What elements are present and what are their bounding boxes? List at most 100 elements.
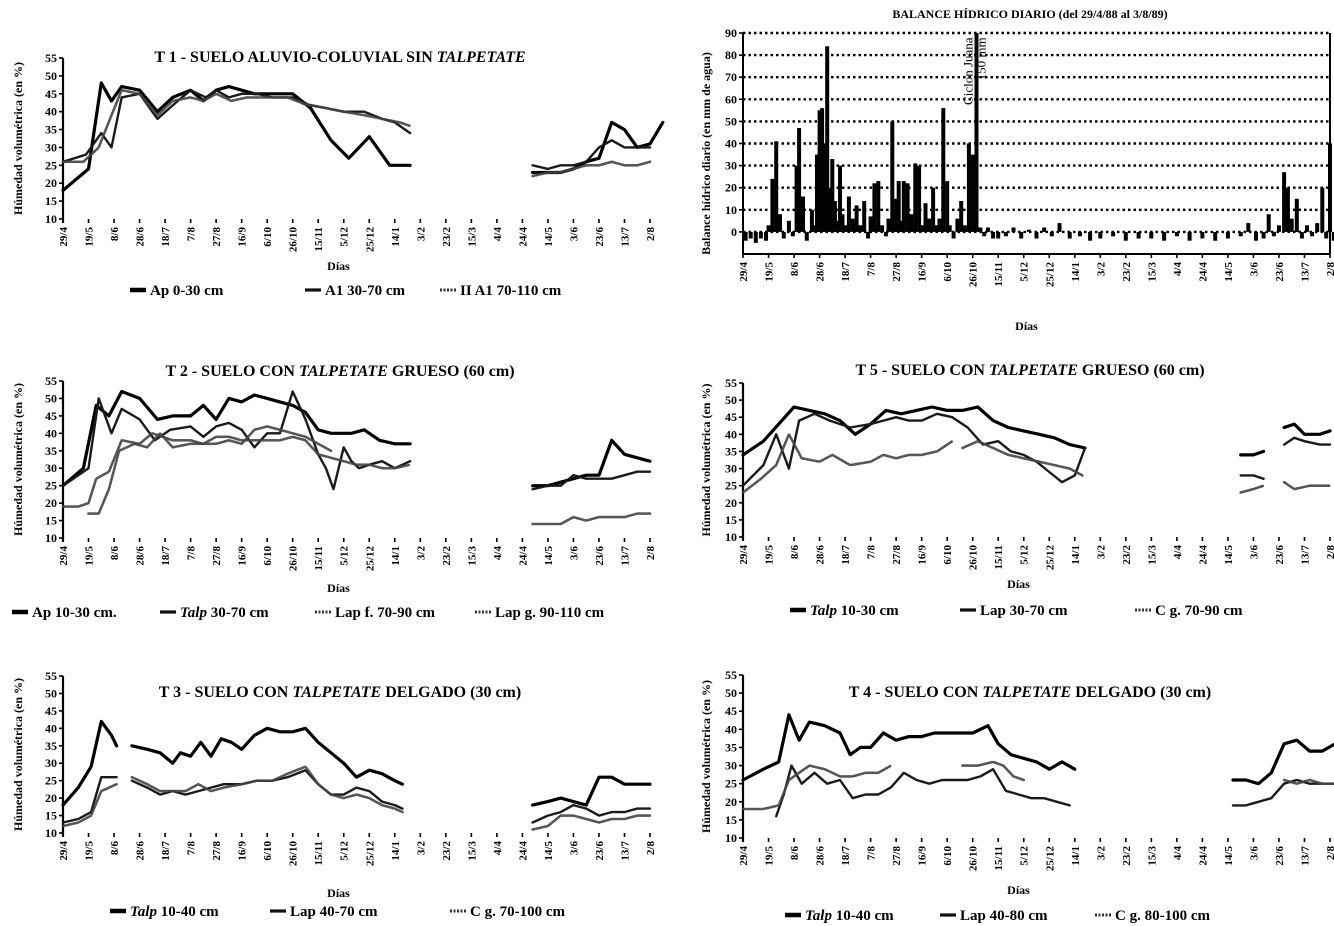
series-line-3: [1282, 778, 1334, 785]
balance-bar: [919, 225, 924, 232]
x-tick-label: 7/8: [866, 846, 878, 861]
x-tick-label: 8/6: [109, 841, 121, 856]
x-tick-label: 8/6: [109, 546, 121, 561]
balance-bar: [872, 183, 877, 232]
balance-bar: [846, 196, 851, 232]
chart-title-part: TALPETATE: [292, 684, 381, 701]
x-tick-label: 13/7: [1299, 545, 1311, 565]
balance-bar: [743, 231, 748, 241]
x-tick-label: 3/6: [1248, 545, 1260, 560]
y-tick-label: 15: [725, 813, 737, 827]
balance-bar: [883, 231, 888, 237]
x-tick-label: 2/8: [645, 546, 657, 561]
x-tick-label: 15/3: [1146, 846, 1158, 866]
legend-label: Lap g. 90-110 cm: [495, 605, 605, 621]
balance-bar: [764, 231, 768, 241]
balance-bar: [858, 225, 863, 232]
balance-bar: [1305, 225, 1309, 232]
x-tick-label: 23/2: [1121, 262, 1133, 282]
balance-bar: [941, 108, 946, 232]
x-tick-label: 6/10: [942, 262, 954, 282]
chart-balance: BALANCE HÍDRICO DIARIO (del 29/4/88 al 3…: [699, 7, 1334, 333]
x-axis-label: Días: [327, 581, 350, 595]
legend-label: C g. 70-90 cm: [1155, 603, 1243, 619]
y-tick-label: 35: [45, 444, 57, 458]
series-line-3: [531, 814, 652, 831]
balance-bar: [886, 218, 891, 232]
y-tick-label: 35: [725, 444, 737, 458]
balance-bar: [1088, 231, 1093, 241]
balance-bar: [774, 141, 779, 232]
x-tick-label: 16/9: [237, 227, 249, 247]
series-line-3: [1282, 480, 1332, 491]
x-tick-label: 25/12: [364, 841, 376, 867]
x-tick-label: 14/1: [390, 227, 402, 247]
balance-bar: [876, 181, 881, 232]
y-tick-label: 30: [725, 759, 737, 773]
chart-t4: T 4 - SUELO CON TALPETATE DELGADO (30 cm…: [699, 668, 1334, 924]
balance-bar: [970, 154, 975, 232]
balance-bar: [1261, 231, 1266, 239]
series-line-1: [1231, 738, 1334, 786]
y-tick-label: 10: [45, 826, 57, 840]
series-line-1: [741, 405, 1087, 457]
x-axis-label: Días: [1015, 319, 1038, 333]
series-line-2: [775, 764, 1071, 818]
y-axis-label: Húmedad volumétrica (en %): [11, 383, 25, 536]
x-tick-label: 27/8: [211, 841, 223, 861]
x-tick-label: 6/10: [262, 841, 274, 861]
balance-bar: [786, 220, 791, 232]
x-tick-label: 3/2: [415, 227, 427, 242]
y-tick-label: 45: [45, 87, 57, 101]
x-tick-label: 18/7: [840, 262, 852, 282]
x-tick-label: 16/9: [917, 262, 929, 282]
x-tick-label: 5/12: [1019, 846, 1031, 866]
balance-bar: [1271, 231, 1276, 237]
series-line-3: [61, 432, 412, 508]
x-tick-label: 26/10: [288, 841, 300, 867]
legend-label: C g. 70-100 cm: [470, 904, 565, 920]
chart-title-part: T 2 - SUELO CON: [165, 363, 299, 380]
balance-bar: [963, 225, 967, 232]
x-tick-label: 14/5: [543, 227, 555, 247]
balance-bar: [937, 218, 942, 232]
x-tick-label: 29/4: [58, 227, 70, 247]
legend-label: Ap 0-30 cm: [150, 283, 224, 299]
series-line-1: [130, 726, 404, 786]
balance-bar: [1289, 218, 1294, 232]
legend-label: Ap 10-30 cm.: [32, 605, 117, 621]
x-tick-label: 2/8: [1325, 545, 1334, 560]
x-tick-label: 18/7: [160, 841, 172, 861]
legend-label: Talp 10-40 cm: [805, 908, 894, 924]
balance-bar: [1111, 231, 1116, 237]
y-tick-label: 80: [725, 48, 737, 62]
balance-bar: [820, 108, 825, 232]
balance-bar: [901, 181, 906, 232]
y-tick-label: 30: [725, 462, 737, 476]
balance-bar: [974, 33, 979, 232]
y-tick-label: 25: [725, 777, 737, 791]
y-tick-label: 40: [45, 426, 57, 440]
x-tick-label: 19/5: [84, 841, 96, 861]
balance-bar: [913, 163, 918, 232]
y-tick-label: 15: [45, 194, 57, 208]
chart-title-part: T 5 - SUELO CON: [855, 362, 989, 379]
balance-bar: [1315, 223, 1320, 232]
x-tick-label: 6/10: [942, 545, 954, 565]
balance-bar: [1285, 187, 1290, 232]
x-tick-label: 13/7: [619, 546, 631, 566]
y-tick-label: 40: [45, 105, 57, 119]
series-line-1: [1239, 449, 1266, 457]
x-tick-label: 23/6: [1274, 262, 1286, 282]
legend-label: Lap 40-80 cm: [960, 908, 1048, 924]
y-tick-label: 30: [725, 159, 737, 173]
legend-label: Talp 30-70 cm: [180, 605, 269, 621]
series-line-1: [531, 775, 652, 807]
balance-bar: [812, 225, 817, 232]
y-tick-label: 50: [725, 393, 737, 407]
balance-bar: [835, 220, 840, 232]
chart-title-part: T 4 - SUELO CON: [849, 684, 983, 701]
y-tick-label: 10: [725, 203, 737, 217]
x-tick-label: 23/6: [1274, 846, 1286, 866]
balance-bar: [1238, 231, 1243, 237]
